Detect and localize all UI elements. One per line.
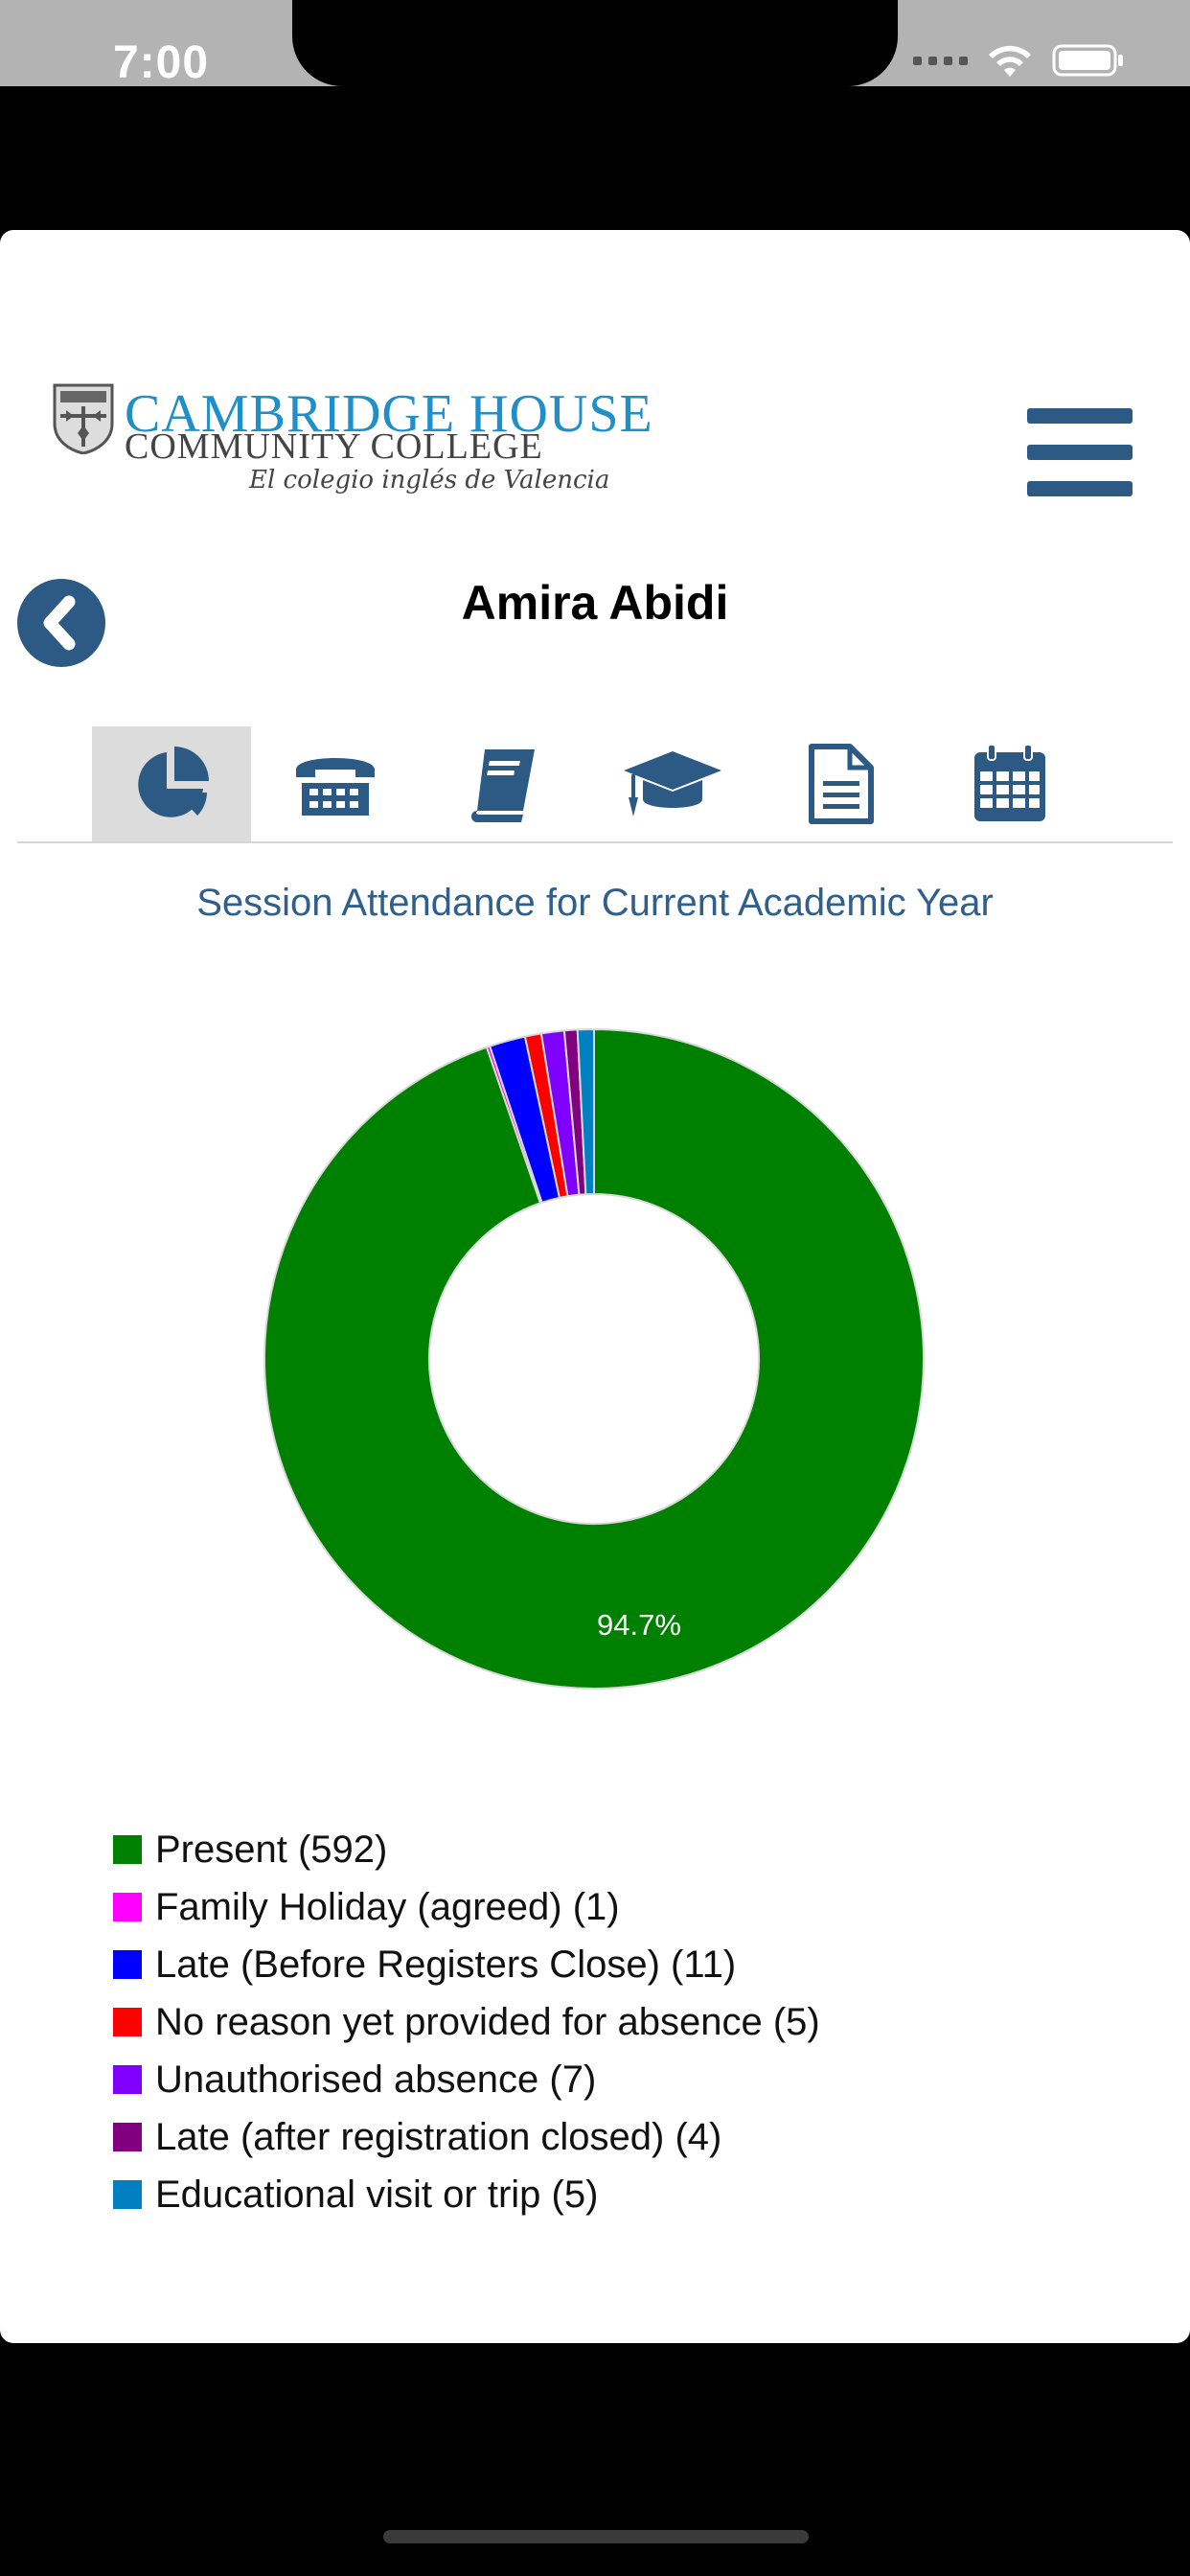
logo-tagline: El colegio inglés de Valencia (249, 466, 610, 494)
legend-swatch (113, 1893, 142, 1921)
donut-slice-6 (576, 1027, 595, 1196)
chart-legend: Present (592) Family Holiday (agreed) (1)… (113, 1821, 820, 2223)
legend-swatch (113, 2123, 142, 2151)
wifi-icon (989, 45, 1031, 77)
tab-reports[interactable] (757, 726, 926, 841)
legend-label: Family Holiday (agreed) (1) (155, 1885, 620, 1928)
legend-item: No reason yet provided for absence (5) (113, 1993, 820, 2051)
hamburger-menu-icon[interactable] (1027, 408, 1133, 498)
legend-swatch (113, 2065, 142, 2094)
student-name-title: Amira Abidi (461, 576, 729, 630)
legend-swatch (113, 1950, 142, 1979)
legend-item: Present (592) (113, 1821, 820, 1878)
battery-icon (1052, 44, 1123, 77)
tabs-divider (17, 841, 1173, 843)
status-icons (913, 42, 1125, 79)
back-button[interactable] (17, 579, 105, 667)
legend-label: No reason yet provided for absence (5) (155, 2000, 820, 2043)
section-tabs (92, 726, 1094, 841)
chevron-left-icon (43, 595, 76, 651)
legend-label: Educational visit or trip (5) (155, 2173, 599, 2216)
document-icon (809, 744, 874, 824)
legend-label: Late (after registration closed) (4) (155, 2115, 722, 2158)
crest-icon (53, 383, 114, 454)
school-logo: CAMBRIDGE HOUSE COMMUNITY COLLEGE El col… (53, 383, 652, 508)
logo-line-1: CAMBRIDGE HOUSE (125, 384, 653, 444)
legend-label: Late (Before Registers Close) (11) (155, 1943, 737, 1986)
device-notch (292, 0, 898, 86)
legend-swatch (113, 2180, 142, 2209)
legend-swatch (113, 1835, 142, 1864)
legend-item: Late (Before Registers Close) (11) (113, 1936, 820, 1993)
donut-data-label: 94.7% (597, 1608, 681, 1642)
donut-slice-0 (263, 1027, 925, 1690)
tab-calendar[interactable] (926, 726, 1094, 841)
telephone-icon (296, 758, 375, 816)
legend-label: Present (592) (155, 1828, 388, 1871)
chart-title: Session Attendance for Current Academic … (196, 882, 994, 924)
legend-item: Family Holiday (agreed) (1) (113, 1878, 820, 1936)
home-indicator (383, 2530, 809, 2543)
calendar-icon (974, 744, 1045, 821)
pie-chart-icon (138, 747, 209, 817)
app-content (0, 230, 1190, 2343)
tab-grades[interactable] (588, 726, 757, 841)
status-bar: 7:00 (0, 0, 1190, 230)
legend-item: Educational visit or trip (5) (113, 2166, 820, 2223)
legend-item: Unauthorised absence (7) (113, 2051, 820, 2108)
legend-swatch (113, 2008, 142, 2036)
status-time: 7:00 (113, 37, 210, 88)
book-icon (471, 749, 535, 822)
cellular-signal-icon (913, 56, 968, 65)
graduation-cap-icon (624, 751, 721, 816)
logo-line-2: COMMUNITY COLLEGE (125, 426, 543, 467)
attendance-donut-chart: 94.7% (263, 1027, 925, 1690)
tab-contacts[interactable] (251, 726, 420, 841)
legend-label: Unauthorised absence (7) (155, 2058, 597, 2101)
tab-attendance[interactable] (92, 726, 251, 841)
tab-homework[interactable] (420, 726, 588, 841)
legend-item: Late (after registration closed) (4) (113, 2108, 820, 2166)
